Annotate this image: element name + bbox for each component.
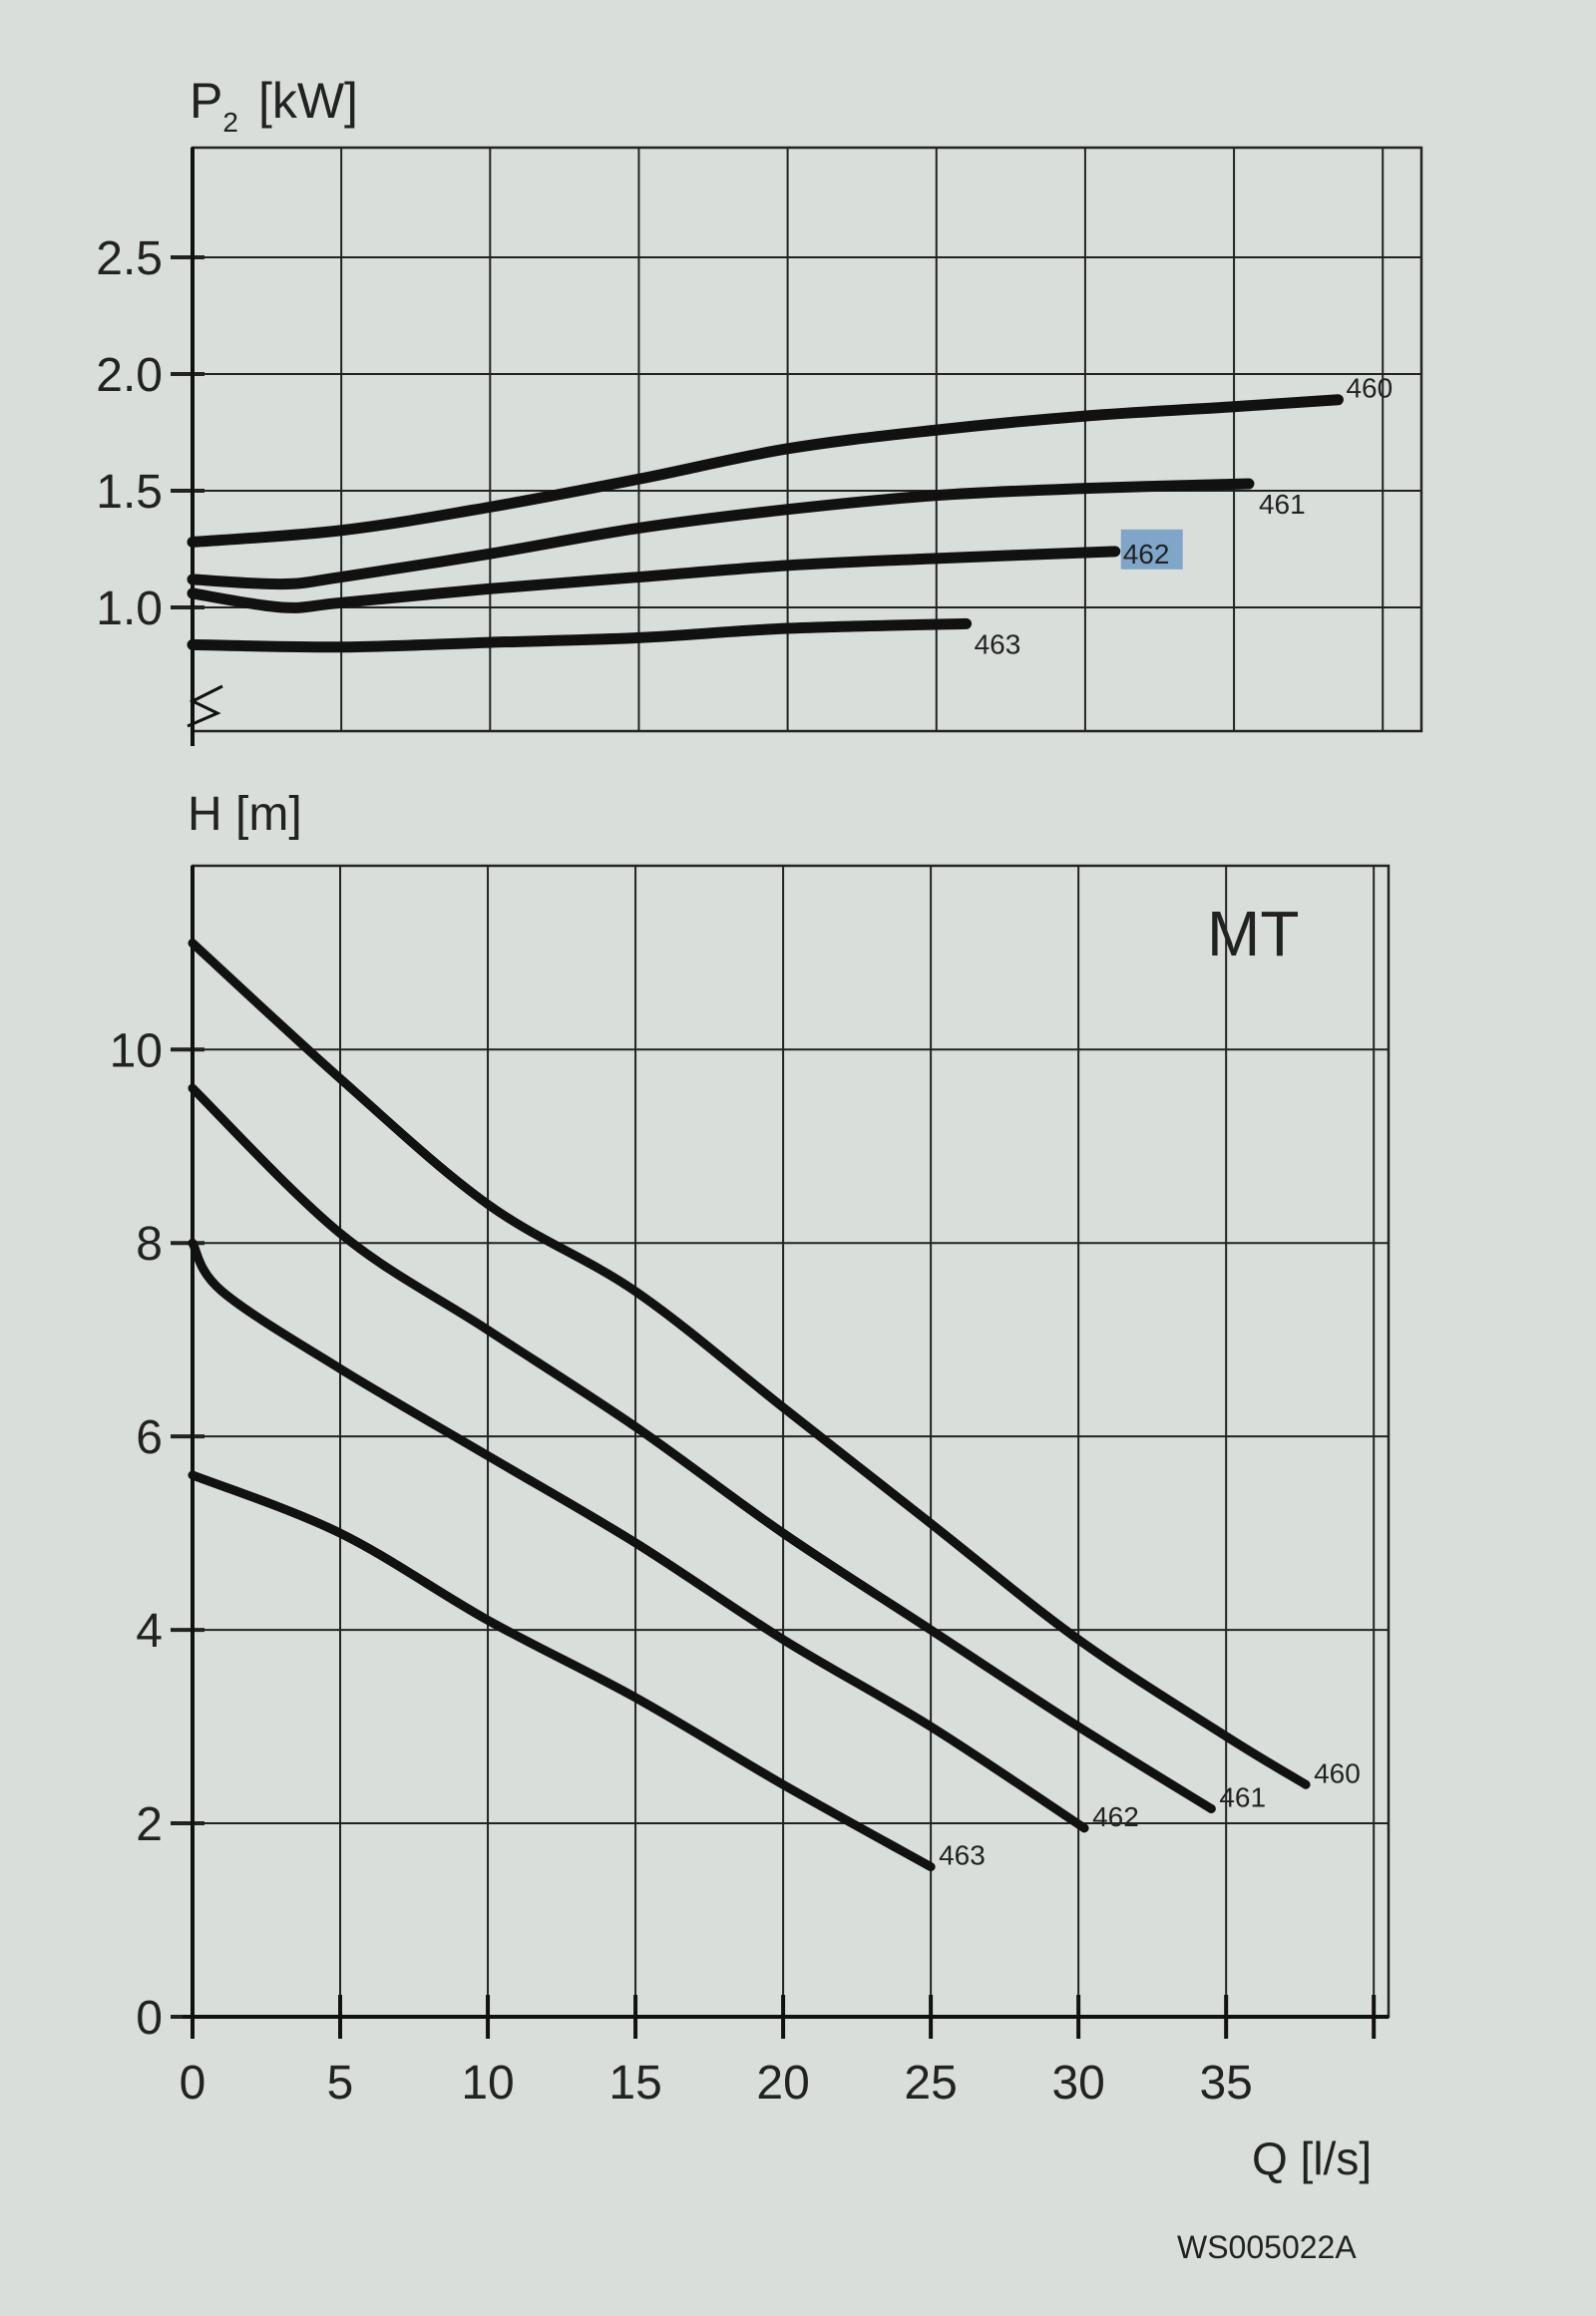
curve-460 [187,394,1344,548]
y-tick-label: 2.5 [96,232,163,285]
x-tick-label: 0 [180,2057,206,2110]
curve-462 [188,1238,1089,1833]
curve-462 [187,546,1121,613]
curve-label-461: 461 [1259,489,1306,520]
power-axis-label: P2 [kW] [190,73,358,138]
x-tick-label: 30 [1051,2057,1104,2110]
curve-461 [187,478,1255,590]
head-axis-label: H [m] [188,788,302,841]
figure-code: WS005022A [1177,2229,1357,2265]
plot-frame [191,864,1391,2019]
x-tick-label: 5 [327,2057,354,2110]
y-tick-label: 6 [136,1411,163,1464]
curve-461 [188,1083,1216,1813]
x-tick-label: 20 [756,2057,809,2110]
curve-label-460: 460 [1346,373,1393,404]
curve-label-462: 462 [1123,539,1170,570]
y-tick-label: 10 [110,1024,163,1077]
x-tick-label: 15 [608,2057,661,2110]
curve-label-460: 460 [1314,1757,1361,1788]
x-tick-label: 25 [904,2057,957,2110]
y-tick-label: 8 [136,1218,163,1271]
power-chart: 1.0 1.5 2.0 2.5 460 461 462 463 [96,146,1423,746]
curve-460 [188,939,1311,1789]
curve-label-463: 463 [975,628,1021,659]
y-tick-label: 2 [136,1798,163,1851]
curve-label-463: 463 [939,1840,986,1871]
chart-title-mt: MT [1207,898,1299,969]
curve-label-462: 462 [1092,1801,1139,1832]
flow-axis-label: Q [l/s] [1252,2132,1372,2184]
x-tick-label: 35 [1199,2057,1252,2110]
label-highlight [1120,529,1183,570]
y-tick-label: 2.0 [96,349,163,402]
x-tick-label: 10 [461,2057,514,2110]
y-tick-label: 1.0 [96,582,163,635]
y-tick-label: 4 [136,1605,163,1658]
curve-463 [188,1470,936,1872]
y-tick-label: 0 [136,1992,163,2045]
head-chart: 0 2 4 6 8 10 0 5 10 15 20 25 30 35 460 461 462 463 [110,864,1391,2110]
curve-label-461: 461 [1219,1782,1266,1813]
y-tick-label: 1.5 [96,466,163,519]
curve-463 [187,617,973,653]
axis-break-mark [187,684,223,728]
